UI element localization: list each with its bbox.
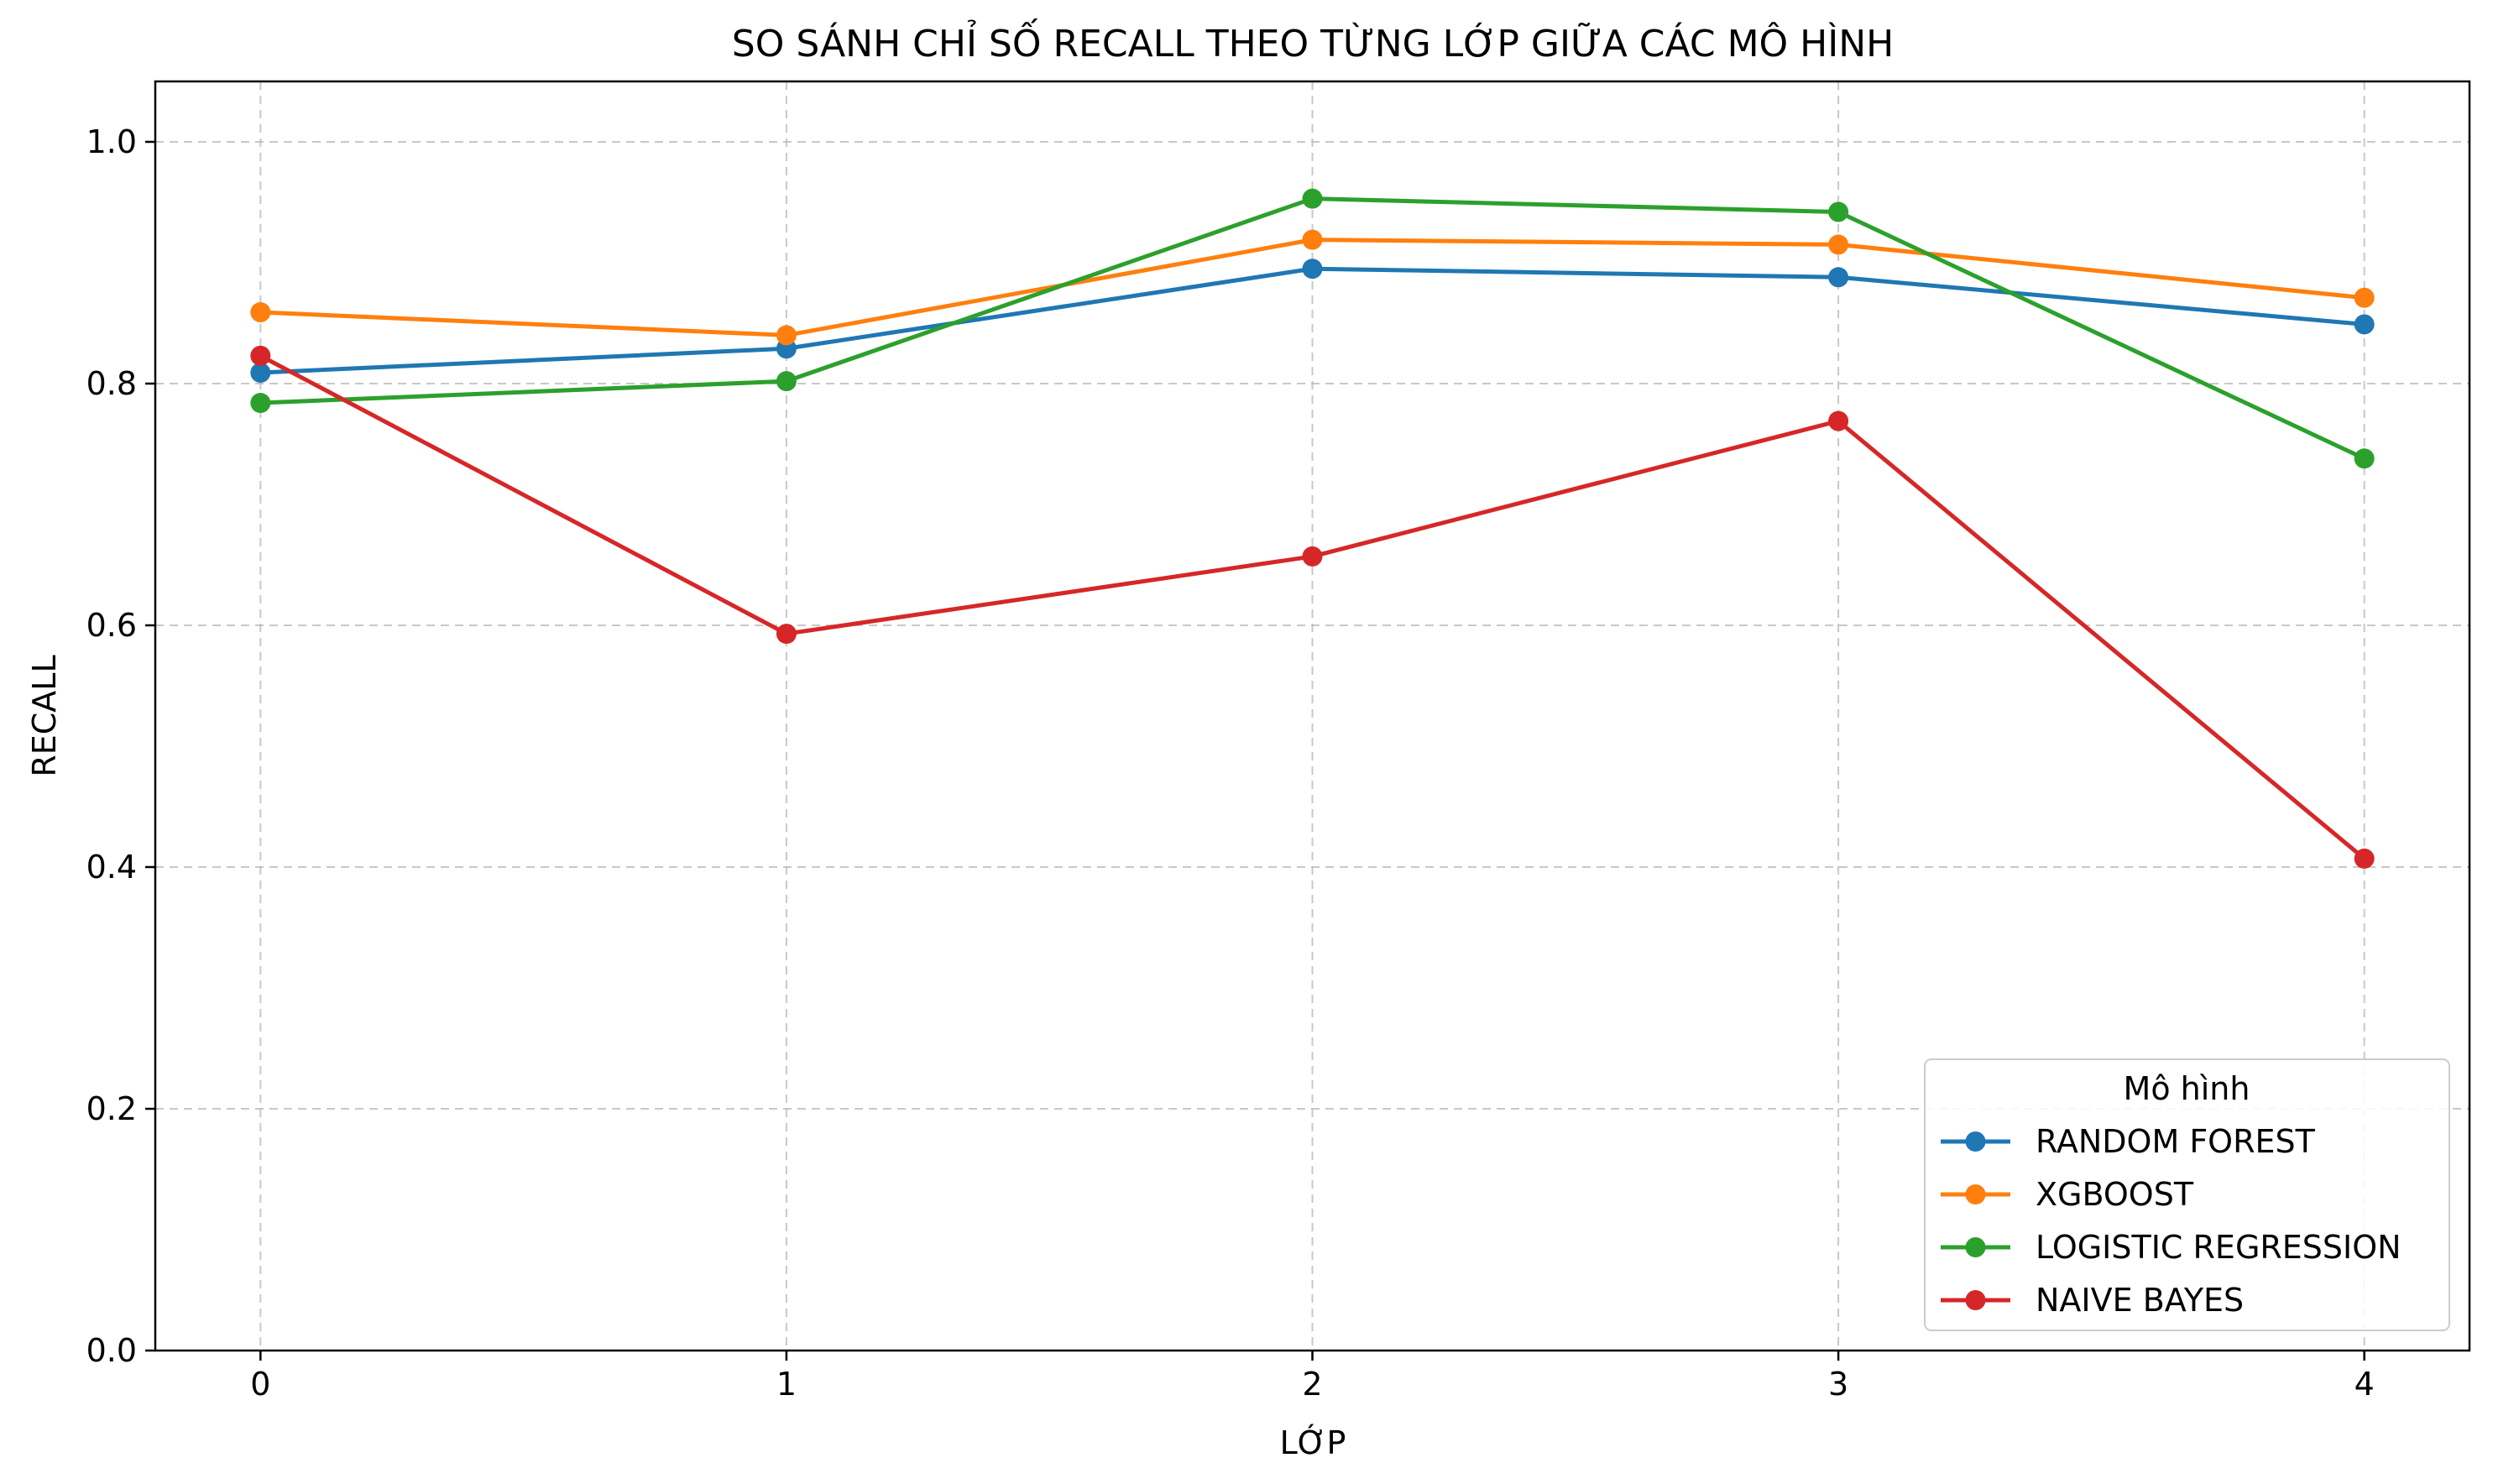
data-point [1828,201,1849,222]
y-tick-label: 0.6 [86,607,137,644]
data-point [250,363,271,384]
y-tick-label: 0.4 [86,849,137,886]
series-naive-bayes [250,345,2375,869]
x-tick-label: 2 [1302,1366,1322,1403]
legend-items: RANDOM FOREST XGBOOST LOGISTIC REGRESSION N… [1941,1123,2402,1319]
data-point [1302,188,1323,209]
series-xgboost [250,229,2375,346]
legend-marker [1965,1131,1986,1152]
y-tick-label: 0.0 [86,1332,137,1369]
series-logistic-regression [250,188,2375,469]
x-tick-label: 4 [2354,1366,2375,1403]
data-point [1828,234,1849,255]
legend-label: NAIVE BAYES [2036,1282,2244,1319]
x-tick-label: 3 [1828,1366,1848,1403]
legend-item: RANDOM FOREST [1941,1123,2316,1160]
data-point [776,371,797,392]
tick-layer: 0 1 2 3 4 0.0 0.2 0.4 0.6 0.8 1.0 [86,123,2375,1403]
data-point [1828,410,1849,431]
legend-item: XGBOOST [1941,1176,2194,1213]
x-axis-label: LỚP [1280,1424,1346,1461]
x-tick-label: 1 [776,1366,797,1403]
legend-label: RANDOM FOREST [2036,1123,2316,1160]
legend-label: LOGISTIC REGRESSION [2036,1229,2402,1266]
legend-box [1924,1058,2450,1331]
data-point [250,393,271,414]
legend-marker [1965,1184,1986,1204]
data-point [250,345,271,366]
legend-marker [1965,1290,1986,1310]
data-point [1828,267,1849,288]
legend-item: LOGISTIC REGRESSION [1941,1229,2402,1266]
data-point [1302,229,1323,250]
legend-title: Mô hình [2124,1070,2250,1107]
legend-label: XGBOOST [2036,1176,2194,1213]
y-tick-label: 0.8 [86,365,137,402]
y-tick-label: 1.0 [86,123,137,160]
data-point [776,325,797,346]
series-layer [250,188,2375,869]
legend: Mô hình RANDOM FOREST XGBOOST LOGISTIC REG… [1924,1058,2450,1331]
x-tick-label: 0 [250,1366,270,1403]
y-tick-label: 0.2 [86,1090,137,1127]
legend-item: NAIVE BAYES [1941,1282,2244,1319]
data-point [2354,287,2375,308]
data-point [2354,448,2375,469]
data-point [250,302,271,323]
data-point [1302,546,1323,567]
data-point [2354,314,2375,335]
data-point [1302,259,1323,280]
y-axis-label: RECALL [26,655,63,776]
data-point [776,624,797,645]
chart-title: SO SÁNH CHỈ SỐ RECALL THEO TỪNG LỚP GIỮA… [732,18,1894,65]
legend-marker [1965,1237,1986,1257]
data-point [2354,848,2375,869]
